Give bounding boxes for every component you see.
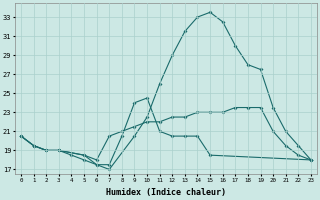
X-axis label: Humidex (Indice chaleur): Humidex (Indice chaleur) (106, 188, 226, 197)
